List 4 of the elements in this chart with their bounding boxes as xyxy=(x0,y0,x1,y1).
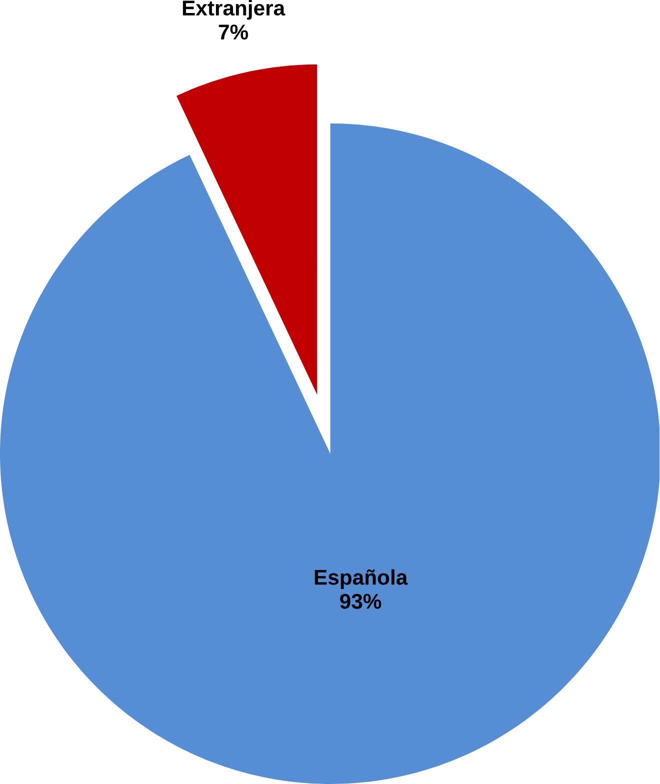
slice-label: Extranjera xyxy=(183,0,286,20)
data-label: 93% xyxy=(340,594,382,609)
data-label: 7% xyxy=(219,24,248,40)
slice-label: Española xyxy=(315,569,408,590)
